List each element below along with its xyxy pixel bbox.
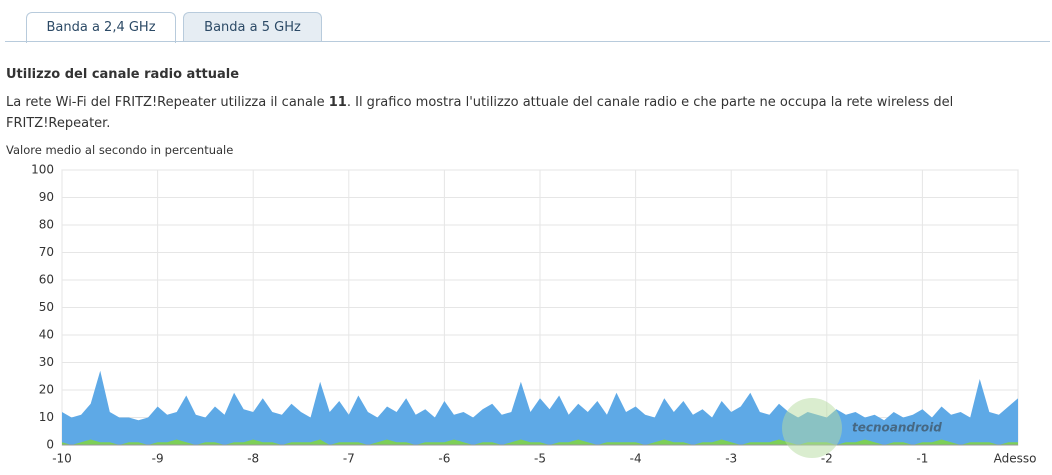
y-label: Valore medio al secondo in percentuale	[6, 143, 234, 157]
x-tick-label: Adesso	[994, 452, 1037, 466]
area	[62, 439, 1018, 445]
tab[interactable]: Banda a 2,4 GHz	[26, 12, 176, 43]
y-tick-label: 80	[39, 218, 54, 232]
intro: La rete Wi-Fi del FRITZ!Repeater utilizz…	[6, 92, 1006, 134]
x-tick-label: -4	[630, 452, 642, 466]
y-tick-label: 10	[39, 410, 54, 424]
x-tick-label: -6	[438, 452, 450, 466]
x-tick-label: -8	[247, 452, 259, 466]
watermark: tecnoandroid	[852, 421, 942, 435]
x-tick-label: -2	[821, 452, 833, 466]
area	[62, 370, 1018, 445]
text: La rete Wi-Fi del FRITZ!Repeater utilizz…	[6, 95, 329, 110]
x-tick-label: -9	[152, 452, 164, 466]
tab-line	[5, 41, 1050, 42]
tab[interactable]: Banda a 5 GHz	[183, 12, 322, 42]
y-tick-label: 0	[46, 438, 54, 452]
y-tick-label: 90	[39, 190, 54, 204]
x-tick-label: -7	[343, 452, 355, 466]
x-tick-label: -5	[534, 452, 546, 466]
y-tick-label: 100	[31, 163, 54, 177]
x-tick-label: -1	[916, 452, 928, 466]
channel: 11	[328, 95, 347, 110]
y-tick-label: 40	[39, 328, 54, 342]
heading: Utilizzo del canale radio attuale	[6, 67, 240, 82]
y-tick-label: 60	[39, 273, 54, 287]
x-tick-label: -10	[52, 452, 72, 466]
y-tick-label: 50	[39, 300, 54, 314]
y-tick-label: 30	[39, 355, 54, 369]
x-tick-label: -3	[725, 452, 737, 466]
watermark-logo	[782, 398, 842, 458]
y-tick-label: 70	[39, 245, 54, 259]
y-tick-label: 20	[39, 383, 54, 397]
text: . Il grafico mostra l'utilizzo attuale d…	[6, 95, 954, 131]
